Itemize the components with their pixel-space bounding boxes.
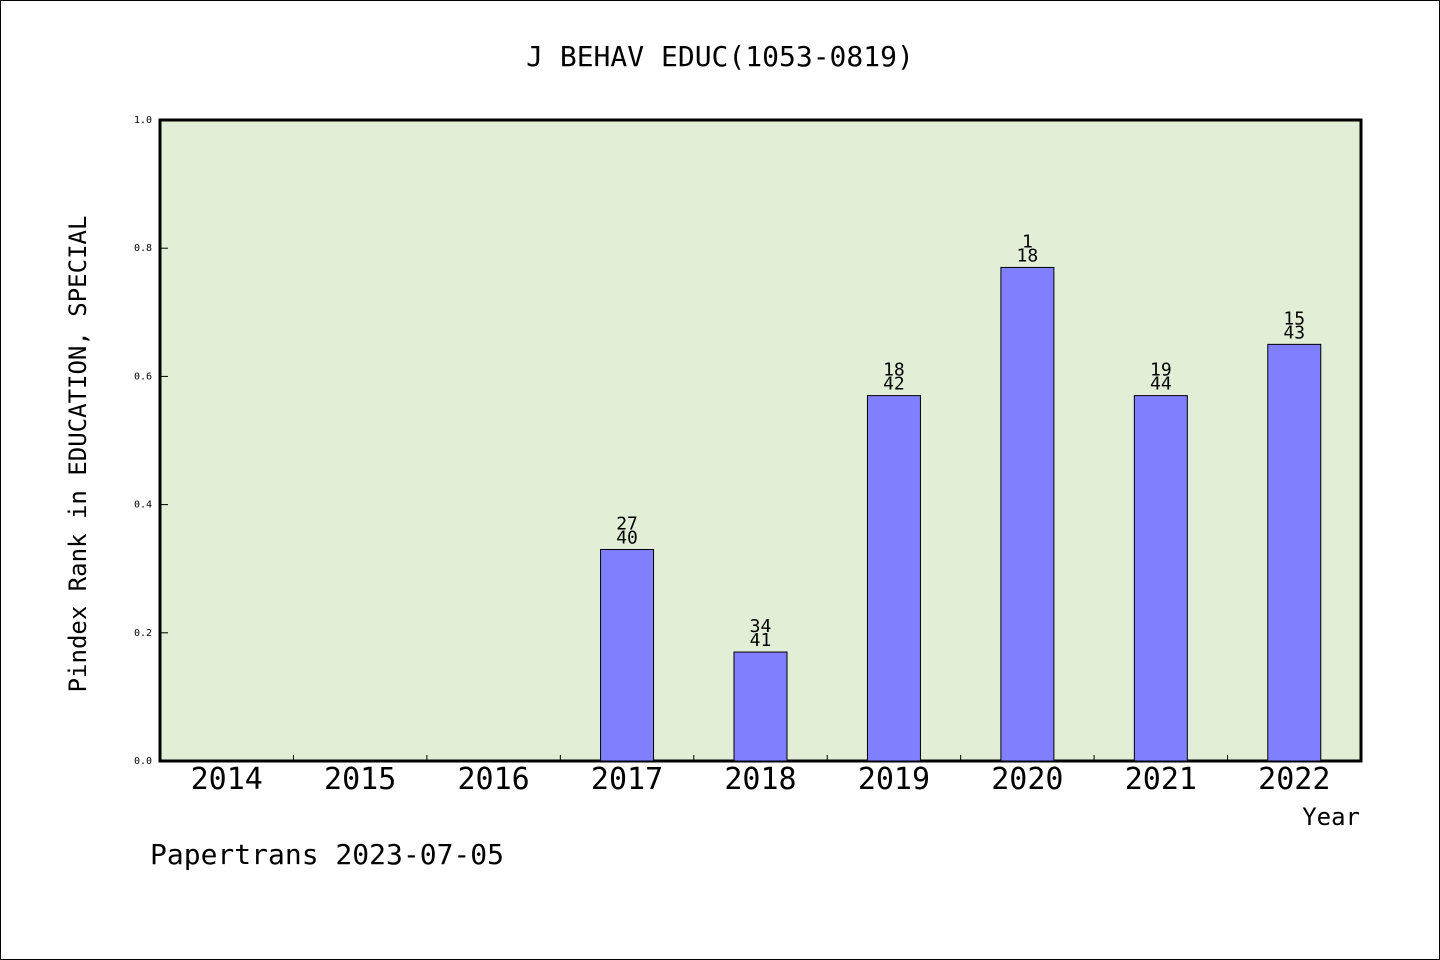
y-axis: 0.0 0.2 0.4 0.6 0.8 1.0 xyxy=(134,115,168,767)
x-tick-label-2018: 2018 xyxy=(724,762,796,797)
bar-2022 xyxy=(1267,343,1322,762)
x-axis: 2014 2015 2016 2017 2018 2019 2020 2021 2022 xyxy=(191,755,1330,797)
x-tick-label-2015: 2015 xyxy=(324,762,396,797)
y-tick-label: 0.8 xyxy=(134,243,152,254)
x-tick-label-2019: 2019 xyxy=(858,762,930,797)
y-axis-label: Pindex Rank in EDUCATION, SPECIAL xyxy=(64,216,92,693)
bar-rank-label-2019: 18 xyxy=(883,360,905,381)
bar-total-label-2017: 40 xyxy=(616,527,638,548)
y-tick-label: 0.6 xyxy=(134,371,152,382)
x-axis-label: Year xyxy=(1302,803,1360,831)
bar-rank-label-2021: 19 xyxy=(1150,360,1172,381)
bar-2020 xyxy=(1000,266,1055,762)
bar-total-label-2022: 43 xyxy=(1283,322,1305,343)
x-tick-label-2016: 2016 xyxy=(457,762,529,797)
y-tick-label: 0.4 xyxy=(134,500,152,511)
bar-rank-label-2022: 15 xyxy=(1283,308,1305,329)
bar-2019 xyxy=(866,395,921,762)
bar-total-label-2018: 41 xyxy=(750,630,772,651)
y-tick-label: 0.0 xyxy=(134,756,152,767)
chart-title: J BEHAV EDUC(1053-0819) xyxy=(526,40,914,73)
bar-2018 xyxy=(733,651,788,762)
bar-rank-label-2020: 1 xyxy=(1022,231,1033,252)
y-tick-label: 1.0 xyxy=(134,115,152,126)
x-tick-label-2020: 2020 xyxy=(991,762,1063,797)
bar-rank-label-2017: 27 xyxy=(616,513,638,534)
bar-total-label-2021: 44 xyxy=(1150,374,1172,395)
x-tick-label-2022: 2022 xyxy=(1258,762,1330,797)
bar-2017 xyxy=(600,548,655,762)
x-tick-label-2014: 2014 xyxy=(191,762,263,797)
bar-2021 xyxy=(1133,395,1188,762)
bar-rank-label-2018: 34 xyxy=(750,616,772,637)
y-tick-label: 0.2 xyxy=(134,628,152,639)
footer-credit: Papertrans 2023-07-05 xyxy=(150,838,504,871)
x-tick-label-2021: 2021 xyxy=(1125,762,1197,797)
x-tick-label-2017: 2017 xyxy=(591,762,663,797)
bar-total-label-2020: 18 xyxy=(1017,245,1039,266)
bar-total-label-2019: 42 xyxy=(883,374,905,395)
